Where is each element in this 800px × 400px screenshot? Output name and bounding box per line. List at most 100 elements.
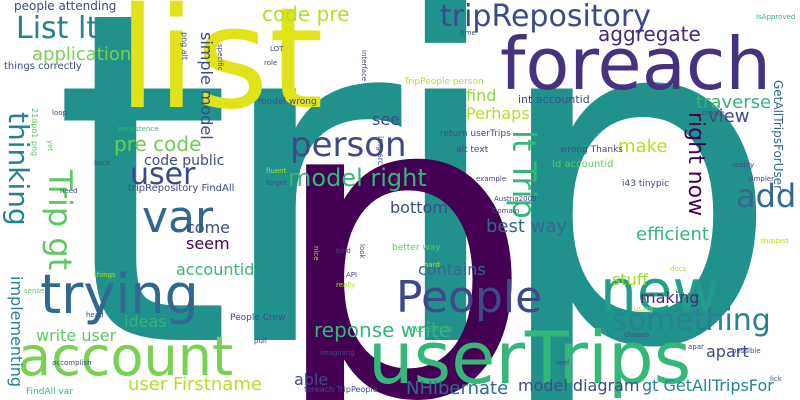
cloud-word: simple model bbox=[197, 32, 216, 140]
cloud-word: contains bbox=[418, 260, 486, 279]
cloud-word: nice bbox=[312, 246, 320, 261]
cloud-word: traverse bbox=[696, 92, 772, 113]
cloud-word: able bbox=[294, 370, 329, 389]
cloud-word: API bbox=[346, 271, 358, 279]
cloud-word: aggregate bbox=[598, 22, 701, 46]
cloud-word: apar bbox=[688, 343, 704, 351]
cloud-word: ideas bbox=[124, 312, 167, 331]
cloud-word: classes bbox=[624, 331, 650, 339]
cloud-word: People Crew bbox=[230, 313, 286, 323]
cloud-word: thinking bbox=[2, 112, 35, 226]
cloud-word: interface bbox=[360, 50, 368, 82]
cloud-word: right now bbox=[683, 112, 708, 217]
cloud-word: Domain bbox=[492, 207, 520, 215]
cloud-word: code pre bbox=[262, 2, 350, 26]
cloud-word: Id accountid bbox=[552, 159, 614, 170]
cloud-word: LOT bbox=[270, 45, 284, 53]
cloud-word: Perhaps bbox=[466, 104, 530, 123]
cloud-word: pull bbox=[254, 337, 267, 345]
cloud-word: user bbox=[130, 157, 196, 192]
cloud-word: accountid bbox=[176, 260, 255, 279]
cloud-word: docs bbox=[670, 265, 687, 273]
cloud-word: view bbox=[708, 106, 750, 127]
cloud-word: tripRepository FindAll bbox=[128, 183, 235, 194]
cloud-word: Austria2009 bbox=[494, 195, 537, 203]
cloud-word: account bbox=[18, 325, 234, 388]
cloud-word: trying bbox=[40, 263, 199, 326]
cloud-word: come bbox=[186, 218, 231, 237]
cloud-word: simpler bbox=[748, 175, 774, 183]
cloud-word: gt GetAllTripsFor bbox=[642, 376, 774, 395]
cloud-word: forget bbox=[266, 179, 287, 187]
cloud-word: better way bbox=[392, 243, 441, 253]
cloud-word: specific bbox=[216, 44, 224, 71]
cloud-word: loop bbox=[52, 109, 67, 117]
cloud-word: new bbox=[600, 257, 720, 325]
cloud-word: people attending bbox=[14, 0, 117, 13]
cloud-word: trip bbox=[52, 0, 781, 400]
cloud-word: p bbox=[268, 5, 535, 400]
cloud-word: wrong Thanks bbox=[560, 145, 623, 155]
cloud-word: code public bbox=[144, 153, 225, 169]
cloud-word: add bbox=[736, 177, 797, 215]
cloud-word: FindAll var bbox=[26, 387, 73, 397]
cloud-word: var bbox=[142, 192, 214, 243]
cloud-word: possible bbox=[732, 347, 761, 355]
cloud-word: efficient bbox=[636, 224, 709, 245]
cloud-word: pre code bbox=[114, 132, 202, 156]
cloud-word: imagining bbox=[320, 349, 355, 357]
cloud-word: things bbox=[94, 271, 116, 279]
cloud-word: alt text bbox=[456, 145, 489, 155]
cloud-word: user Firstname bbox=[128, 374, 262, 395]
cloud-word: png alt bbox=[180, 32, 189, 61]
cloud-word: img src bbox=[376, 136, 385, 166]
cloud-word: feel bbox=[556, 359, 570, 367]
cloud-word: hard bbox=[424, 261, 440, 269]
cloud-word: see bbox=[372, 110, 401, 129]
cloud-word: People bbox=[396, 272, 543, 323]
cloud-word: seem bbox=[186, 234, 230, 253]
cloud-word: bottom bbox=[390, 198, 448, 217]
cloud-word: yet bbox=[46, 140, 54, 152]
cloud-word: making bbox=[640, 288, 700, 307]
cloud-word: foreach TripPeople bbox=[304, 385, 378, 394]
cloud-word: model diagram bbox=[518, 376, 640, 395]
cloud-word: IsApproved bbox=[756, 13, 796, 21]
cloud-word: stupped bbox=[760, 237, 789, 245]
cloud-word: something bbox=[612, 303, 771, 338]
cloud-word: i43 tinypic bbox=[622, 179, 670, 189]
cloud-word: look bbox=[358, 244, 366, 259]
cloud-word: need bbox=[60, 187, 78, 195]
cloud-word: sense bbox=[24, 287, 45, 295]
cloud-word: time bbox=[460, 29, 476, 37]
cloud-word: stuff bbox=[612, 270, 648, 289]
cloud-word: kind bbox=[336, 247, 351, 255]
cloud-word: using bbox=[634, 305, 653, 313]
cloud-word: GetAllTripsForUser bbox=[771, 80, 785, 191]
cloud-word: fluent bbox=[266, 167, 287, 175]
cloud-word: head bbox=[86, 311, 104, 319]
cloud-word: List lt bbox=[16, 11, 99, 46]
cloud-word: model right bbox=[288, 164, 427, 192]
cloud-word: apart bbox=[706, 342, 749, 361]
cloud-word: make bbox=[618, 136, 668, 157]
cloud-word: TripPeople person bbox=[404, 77, 484, 87]
cloud-word: 21dpo1 png bbox=[30, 108, 39, 157]
cloud-word: really bbox=[336, 281, 356, 289]
cloud-word: reality bbox=[732, 161, 755, 169]
cloud-word: best way bbox=[486, 216, 568, 237]
cloud-word: persistence bbox=[118, 125, 159, 133]
cloud-word: application bbox=[32, 44, 132, 65]
cloud-word: person bbox=[290, 125, 407, 165]
cloud-word: accomplish bbox=[52, 359, 92, 367]
cloud-word: tripRepository bbox=[440, 0, 651, 34]
cloud-word: implementing bbox=[7, 276, 26, 388]
cloud-word: Trip gt bbox=[41, 170, 79, 271]
cloud-word: userTrips bbox=[368, 316, 692, 400]
cloud-word: int accountid bbox=[518, 93, 590, 106]
cloud-word: role bbox=[264, 59, 278, 67]
cloud-word: create bbox=[702, 109, 725, 117]
cloud-word: NHibernate bbox=[406, 378, 509, 399]
cloud-word: lt Trip bbox=[505, 130, 543, 219]
